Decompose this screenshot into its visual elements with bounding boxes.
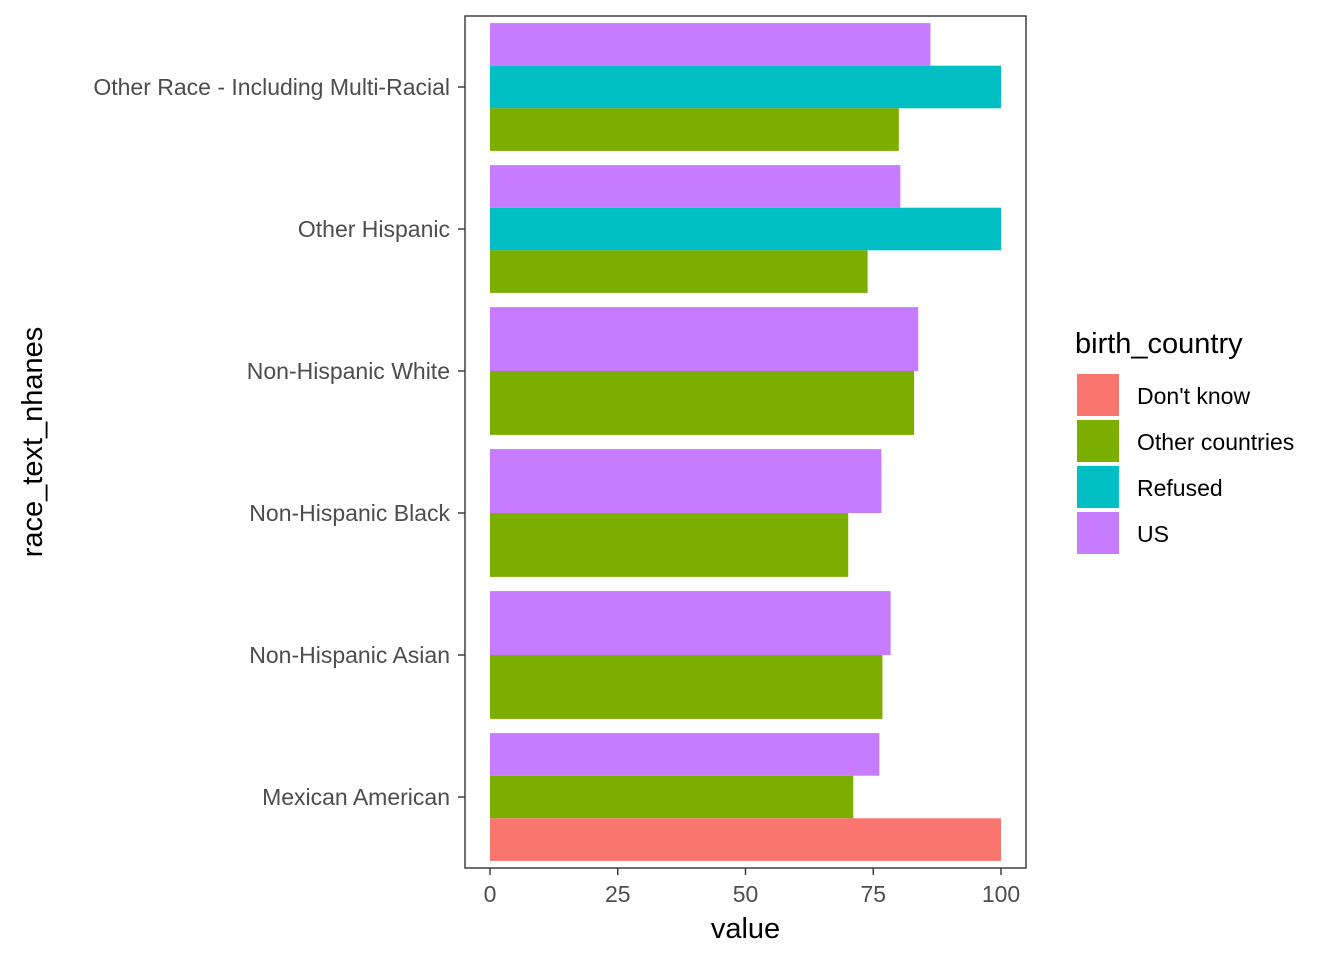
y-tick-label: Non-Hispanic Asian — [249, 642, 450, 668]
bar-non-hispanic-black-other-countries — [490, 513, 849, 577]
bars-group — [490, 23, 1001, 861]
legend-title: birth_country — [1075, 328, 1243, 360]
y-tick-label: Non-Hispanic Black — [249, 500, 450, 526]
legend: birth_country Don't know Other countries R… — [1075, 328, 1294, 554]
legend-key-other-countries — [1077, 420, 1119, 462]
bar-mexican-american-don-t-know — [490, 818, 1001, 861]
legend-label-other-countries: Other countries — [1137, 429, 1294, 455]
bar-non-hispanic-black-us — [490, 449, 882, 513]
x-tick-label: 25 — [605, 881, 631, 907]
bar-other-hispanic-other-countries — [490, 250, 868, 293]
bar-other-hispanic-refused — [490, 207, 1001, 251]
x-tick-label: 75 — [860, 881, 886, 907]
bar-non-hispanic-asian-other-countries — [490, 655, 883, 719]
y-tick-label: Mexican American — [262, 784, 450, 810]
y-axis-title: race_text_nhanes — [17, 327, 49, 558]
y-tick-label: Non-Hispanic White — [247, 358, 450, 384]
bar-other-race-including-multi-racial-refused — [490, 65, 1001, 109]
y-tick-label: Other Hispanic — [298, 216, 450, 242]
y-axis: Mexican American Non-Hispanic Asian Non-Hi… — [93, 74, 465, 810]
legend-key-refused — [1077, 466, 1119, 508]
legend-label-refused: Refused — [1137, 475, 1223, 501]
bar-mexican-american-us — [490, 733, 880, 776]
x-tick-label: 0 — [484, 881, 497, 907]
legend-label-don-t-know: Don't know — [1137, 383, 1250, 409]
legend-label-us: US — [1137, 521, 1169, 547]
x-axis-title: value — [711, 913, 780, 945]
bar-non-hispanic-white-us — [490, 307, 919, 371]
x-axis: 0 25 50 75 100 — [484, 868, 1020, 907]
legend-key-don-t-know — [1077, 374, 1119, 416]
bar-non-hispanic-asian-us — [490, 591, 891, 655]
bar-other-race-including-multi-racial-other-countries — [490, 108, 899, 151]
x-tick-label: 50 — [733, 881, 759, 907]
bar-other-race-including-multi-racial-us — [490, 23, 931, 66]
x-tick-label: 100 — [982, 881, 1020, 907]
bar-non-hispanic-white-other-countries — [490, 371, 915, 435]
bar-other-hispanic-us — [490, 165, 901, 208]
y-tick-label: Other Race - Including Multi-Racial — [93, 74, 450, 100]
legend-key-us — [1077, 512, 1119, 554]
bar-mexican-american-other-countries — [490, 775, 854, 819]
plot-panel-background — [465, 16, 1026, 868]
